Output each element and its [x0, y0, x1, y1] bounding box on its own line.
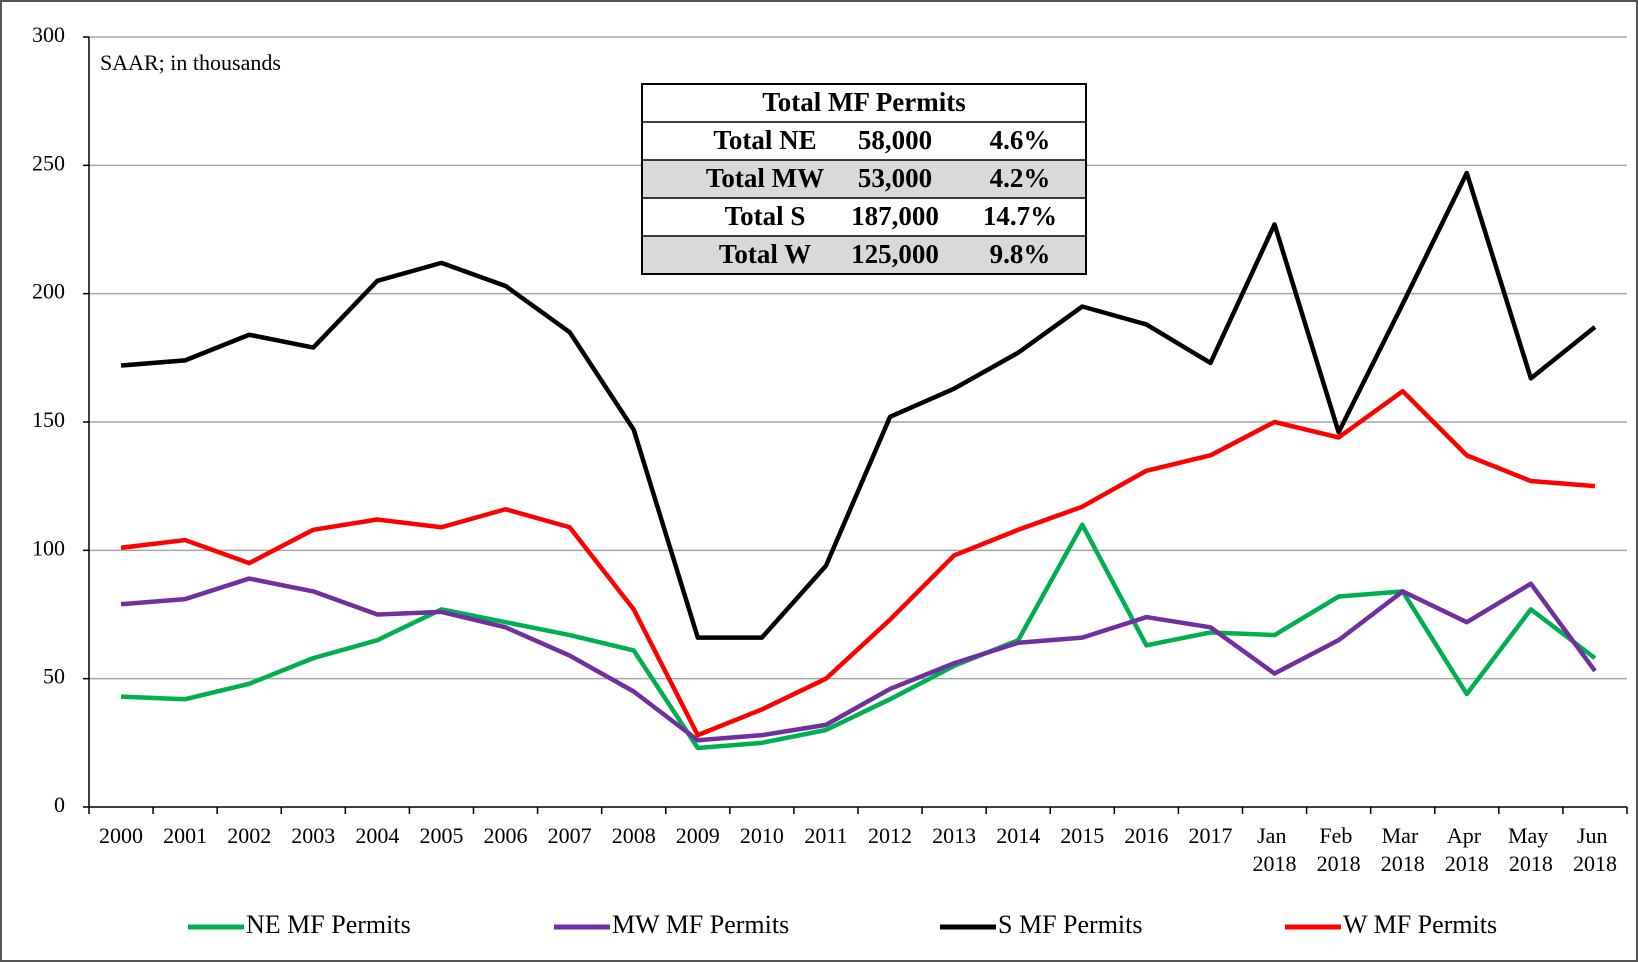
x-tick-label: 2009: [676, 823, 720, 848]
y-tick-label: 150: [32, 407, 65, 432]
table-title: Total MF Permits: [762, 87, 965, 117]
y-tick-label: 200: [32, 279, 65, 304]
table-cell: 187,000: [851, 201, 939, 231]
x-tick-label: 2012: [868, 823, 912, 848]
x-tick-label: 2004: [355, 823, 399, 848]
x-tick-label: Apr 2018: [1445, 823, 1489, 876]
x-tick-label: 2001: [163, 823, 207, 848]
table-cell: Total MW: [706, 163, 824, 193]
x-tick-label: 2008: [612, 823, 656, 848]
y-tick-label: 300: [32, 22, 65, 47]
x-tick-label: 2011: [804, 823, 847, 848]
table-cell: 4.2%: [990, 163, 1051, 193]
x-tick-label: 2013: [932, 823, 976, 848]
legend-label: MW MF Permits: [612, 910, 789, 939]
x-tick-label: 2017: [1188, 823, 1232, 848]
x-tick-label: Jun 2018: [1573, 823, 1617, 876]
table-cell: Total S: [725, 201, 806, 231]
y-tick-label: 50: [43, 664, 65, 689]
table-cell: Total W: [719, 239, 811, 269]
table-cell: 9.8%: [990, 239, 1051, 269]
x-tick-label: 2007: [548, 823, 592, 848]
table-row-bg: [642, 236, 1086, 274]
table-cell: 125,000: [851, 239, 939, 269]
x-tick-label: 2000: [99, 823, 143, 848]
series-line: [120, 576, 1597, 743]
x-tick-label: Jan 2018: [1253, 823, 1297, 876]
series-line: [120, 170, 1597, 640]
table-border: [641, 83, 1087, 275]
legend-label: W MF Permits: [1343, 910, 1497, 939]
y-tick-label: 0: [54, 792, 65, 817]
x-tick-label: 2003: [291, 823, 335, 848]
table-cell: 4.6%: [990, 125, 1051, 155]
table-cell: Total NE: [713, 125, 816, 155]
y-tick-label: 250: [32, 150, 65, 175]
legend-label: NE MF Permits: [246, 910, 411, 939]
x-tick-label: Mar 2018: [1381, 823, 1425, 876]
x-tick-label: 2002: [227, 823, 271, 848]
series-line: [120, 522, 1597, 751]
table-cell: 14.7%: [983, 201, 1057, 231]
annotation: SAAR; in thousands: [100, 50, 281, 75]
x-tick-label: 2016: [1124, 823, 1168, 848]
x-tick-label: 2014: [996, 823, 1040, 848]
x-tick-label: 2005: [419, 823, 463, 848]
legend-label: S MF Permits: [998, 910, 1143, 939]
series-line: [120, 388, 1596, 738]
y-tick-label: 100: [32, 535, 65, 560]
x-tick-label: 2015: [1060, 823, 1104, 848]
x-tick-label: Feb 2018: [1317, 823, 1361, 876]
x-tick-label: May 2018: [1508, 823, 1554, 876]
table-cell: 53,000: [858, 163, 932, 193]
table-cell: 58,000: [858, 125, 932, 155]
table-row-bg: [642, 160, 1086, 198]
x-tick-label: 2006: [484, 823, 528, 848]
x-tick-label: 2010: [740, 823, 784, 848]
